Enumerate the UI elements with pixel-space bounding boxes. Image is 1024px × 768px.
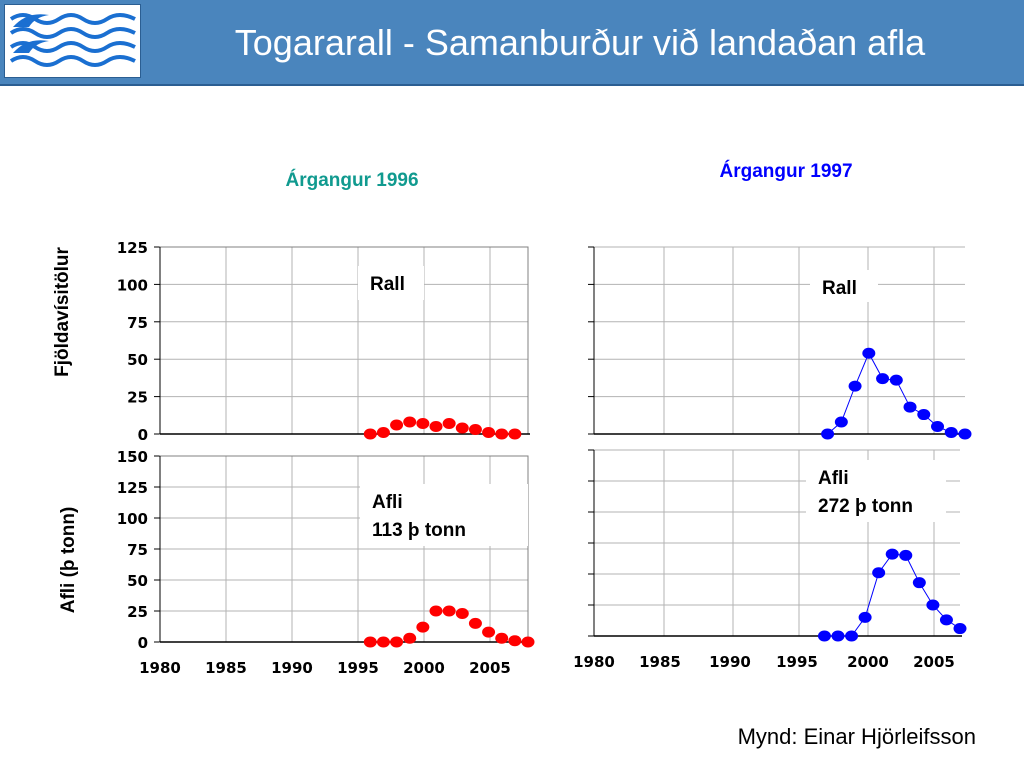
data-point <box>953 623 967 635</box>
data-point <box>429 605 443 617</box>
y-tick-label: 150 <box>117 448 148 466</box>
y-tick-label: 75 <box>127 541 148 559</box>
y-tick-label: 0 <box>138 426 148 444</box>
data-point <box>482 427 496 439</box>
data-point <box>912 577 926 589</box>
chart-panel-1: 0 25 50 75 100 125 Rall <box>117 239 530 444</box>
data-point <box>848 380 862 392</box>
chart-panel-3: Rall <box>588 246 972 440</box>
data-point <box>376 636 390 648</box>
data-point <box>416 418 430 430</box>
data-point <box>831 630 845 642</box>
y-axis-label-index: Fjöldavísitölur <box>52 246 73 376</box>
data-point <box>858 611 872 623</box>
data-point <box>917 409 931 421</box>
y-tick-label: 100 <box>117 276 148 294</box>
chart-title-1996: Árgangur 1996 <box>285 169 418 191</box>
data-point <box>958 428 972 440</box>
data-point <box>903 401 917 413</box>
y-tick-label: 50 <box>127 572 148 590</box>
y-tick-label: 25 <box>127 389 148 407</box>
chart-panel-2: 0 25 50 75 100 125 150 1980 1985 1990 1995 2000 2005… <box>117 448 535 677</box>
data-point <box>521 636 535 648</box>
y-axis-label-catch: Afli (þ tonn) <box>58 507 79 614</box>
x-tick-label: 2005 <box>913 653 955 671</box>
x-tick-label: 2000 <box>403 659 445 677</box>
plot-frame <box>159 246 529 435</box>
data-point <box>944 427 958 439</box>
panel-label: Afli <box>372 492 403 513</box>
data-point <box>862 347 876 359</box>
data-point <box>390 419 404 431</box>
x-tick-label: 1980 <box>139 659 181 677</box>
image-credit: Mynd: Einar Hjörleifsson <box>737 724 976 749</box>
y-tick-label: 25 <box>127 603 148 621</box>
panel-label: 272 þ tonn <box>818 496 913 517</box>
data-point <box>403 632 417 644</box>
y-tick-label: 100 <box>117 510 148 528</box>
data-point <box>455 422 469 434</box>
annotation-box <box>810 270 878 302</box>
data-point <box>834 416 848 428</box>
x-tick-label: 1995 <box>337 659 379 677</box>
panel-label: 113 þ tonn <box>372 520 466 541</box>
chart-title-1997: Árgangur 1997 <box>719 160 852 182</box>
x-tick-label: 1995 <box>776 653 818 671</box>
x-tick-label: 1985 <box>639 653 681 671</box>
data-point <box>495 632 509 644</box>
page-title: Togararall - Samanburður við landaðan af… <box>234 22 926 63</box>
data-point <box>889 374 903 386</box>
annotation-box <box>358 266 424 300</box>
panel-label: Rall <box>370 274 405 295</box>
data-point <box>931 421 945 433</box>
data-point <box>817 630 831 642</box>
data-point <box>926 599 940 611</box>
data-point <box>939 614 953 626</box>
y-tick-label: 125 <box>117 479 148 497</box>
data-point <box>876 373 890 385</box>
data-point <box>845 630 859 642</box>
x-tick-label: 2005 <box>469 659 511 677</box>
data-point <box>468 424 482 436</box>
data-point <box>363 636 377 648</box>
series-line <box>827 352 966 435</box>
y-tick-label: 50 <box>127 351 148 369</box>
data-point <box>416 621 430 633</box>
annotation-box <box>360 484 528 546</box>
x-tick-label: 1980 <box>573 653 615 671</box>
data-point <box>872 567 886 579</box>
data-point <box>508 428 522 440</box>
chart-panel-4: 1980 1985 1990 1995 2000 2005 Afli 272 þ tonn <box>573 449 967 671</box>
data-point <box>821 428 835 440</box>
panel-label: Rall <box>822 278 857 299</box>
data-point <box>899 549 913 561</box>
data-point <box>429 421 443 433</box>
data-point <box>376 427 390 439</box>
y-tick-label: 0 <box>138 634 148 652</box>
x-tick-label: 2000 <box>847 653 889 671</box>
data-point <box>442 605 456 617</box>
y-tick-label: 75 <box>127 314 148 332</box>
data-point <box>390 636 404 648</box>
logo <box>4 4 141 78</box>
data-point <box>468 617 482 629</box>
series-line <box>824 553 961 637</box>
header-bar: Togararall - Samanburður við landaðan af… <box>0 0 1024 86</box>
waves-logo-icon <box>9 13 136 67</box>
x-tick-label: 1990 <box>709 653 751 671</box>
data-point <box>363 428 377 440</box>
data-point <box>455 607 469 619</box>
y-tick-label: 125 <box>117 239 148 257</box>
x-tick-label: 1985 <box>205 659 247 677</box>
annotation-box <box>806 460 946 522</box>
data-point <box>403 416 417 428</box>
data-point <box>508 635 522 647</box>
data-point <box>885 548 899 560</box>
data-point <box>495 428 509 440</box>
data-point <box>442 418 456 430</box>
data-point <box>482 626 496 638</box>
panel-label: Afli <box>818 468 849 489</box>
x-tick-label: 1990 <box>271 659 313 677</box>
